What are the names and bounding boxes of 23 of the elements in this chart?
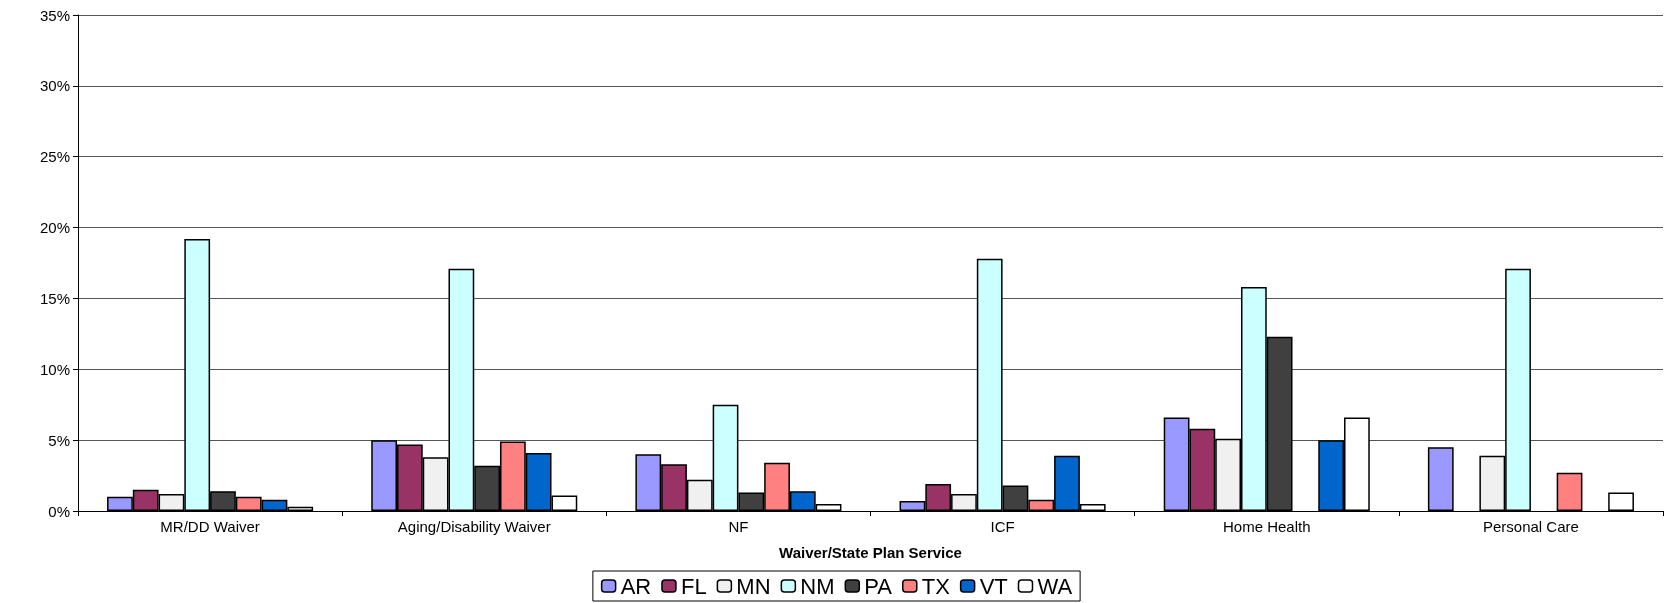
y-tick-label: 5% (48, 431, 70, 449)
legend-label: NM (800, 573, 835, 599)
y-tick-label: 25% (39, 148, 70, 166)
x-tick-label: ICF (990, 518, 1015, 535)
y-tick-label: 10% (39, 360, 70, 378)
y-tick-label: 30% (39, 77, 70, 95)
y-tick-label: 15% (39, 289, 70, 307)
legend-label: AR (620, 573, 652, 599)
x-tick-label: NF (728, 518, 749, 535)
x-tick-label: Aging/Disability Waiver (397, 518, 551, 535)
legend-label: FL (680, 573, 707, 599)
y-tick-label: 20% (39, 219, 70, 237)
x-axis-title: Waiver/State Plan Service (779, 544, 962, 561)
legend-label: MN (736, 573, 771, 599)
x-tick-label: Personal Care (1482, 518, 1579, 535)
legend-label: TX (921, 573, 951, 599)
x-tick-label: MR/DD Waiver (160, 518, 260, 535)
legend-label: VT (979, 573, 1008, 599)
y-tick-label: 35% (39, 6, 70, 24)
y-tick-label: 0% (48, 502, 70, 520)
x-tick-label: Home Health (1222, 518, 1311, 535)
legend-label: PA (864, 573, 893, 599)
legend-label: WA (1037, 573, 1073, 599)
